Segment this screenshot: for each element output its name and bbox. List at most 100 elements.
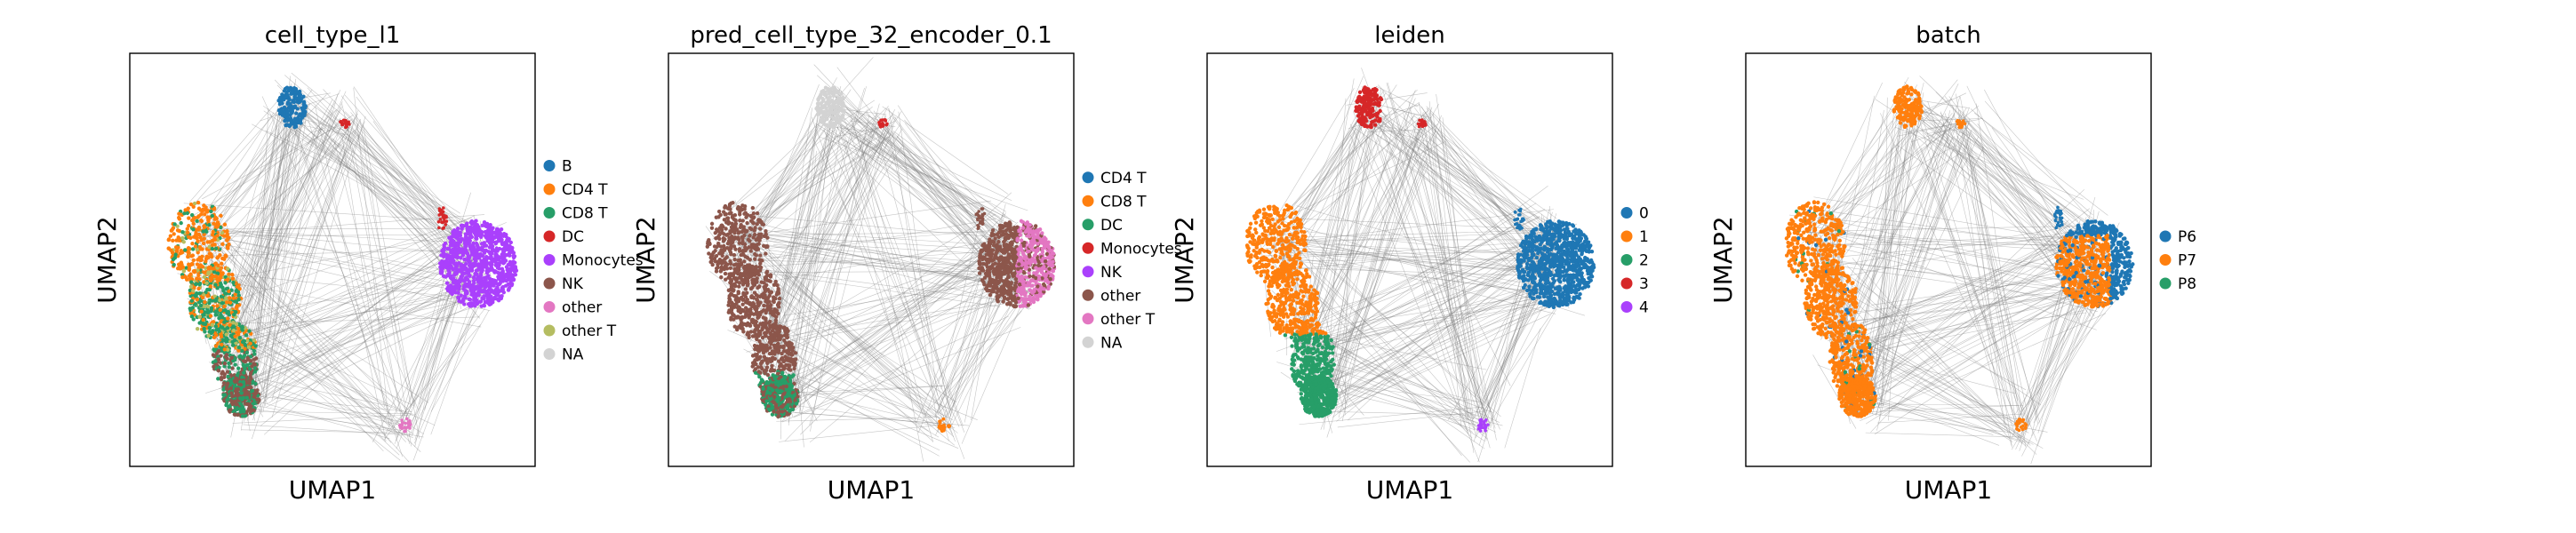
edge [372, 121, 453, 237]
edge [227, 225, 263, 413]
cell-point [758, 235, 763, 240]
edge [206, 229, 471, 243]
cell-point [489, 254, 493, 259]
cell-point [191, 221, 196, 227]
cell-point [212, 243, 217, 247]
cell-point [993, 236, 997, 241]
edge [333, 139, 411, 444]
cell-point [440, 262, 444, 266]
edge [188, 115, 354, 219]
edge [315, 106, 387, 442]
cell-point [785, 412, 789, 417]
cell-point [734, 302, 739, 306]
cell-point [255, 397, 260, 402]
edge [229, 115, 305, 264]
cell-point [172, 262, 176, 267]
cell-point [191, 258, 196, 263]
legend-marker [543, 348, 556, 360]
cell-point [294, 111, 299, 115]
cell-point [210, 322, 215, 327]
edge [250, 121, 365, 400]
cell-point [726, 288, 732, 293]
cell-point [180, 230, 185, 235]
cell-point [202, 270, 206, 274]
edge [337, 142, 492, 237]
edge [202, 240, 492, 298]
cell-point [777, 296, 782, 301]
cell-point [773, 333, 778, 338]
cell-point [196, 273, 201, 278]
cell-point [464, 282, 468, 288]
edge [301, 115, 466, 279]
cell-point [740, 219, 745, 223]
cell-point [212, 217, 217, 221]
edge [288, 114, 398, 438]
cell-point [186, 230, 190, 235]
cell-point [199, 219, 204, 224]
cell-point [764, 251, 768, 256]
cell-point [453, 250, 458, 255]
legend-marker [543, 207, 556, 219]
cell-point [446, 284, 452, 289]
cell-point [222, 222, 228, 227]
cell-point [495, 282, 500, 286]
edge [249, 123, 359, 384]
cell-point [730, 306, 734, 311]
cell-point [755, 357, 760, 362]
cell-point [205, 304, 211, 309]
cell-point [737, 281, 742, 285]
cell-point [772, 410, 776, 414]
cell-point [460, 236, 465, 242]
cell-point [179, 220, 183, 226]
cell-point [289, 120, 294, 124]
edge [328, 138, 460, 236]
cell-point [781, 344, 786, 349]
edge [430, 310, 490, 412]
cell-point [454, 255, 460, 259]
cell-point [775, 371, 780, 376]
edge [198, 249, 473, 257]
cell-point [226, 374, 230, 379]
cell-point [206, 270, 211, 275]
cell-point [462, 294, 468, 298]
cell-point [189, 314, 195, 319]
cell-point [180, 262, 184, 266]
cell-point [226, 246, 230, 251]
cell-point [504, 233, 508, 237]
cell-point [493, 252, 498, 258]
cell-point [244, 395, 250, 401]
cell-point [234, 394, 239, 398]
cell-point [236, 330, 241, 335]
cell-point [491, 226, 495, 230]
cell-point [780, 378, 785, 383]
edge [232, 338, 407, 415]
cell-point [252, 370, 258, 374]
cell-point [740, 279, 746, 283]
cell-point [293, 86, 298, 91]
cell-point [226, 277, 230, 282]
cell-point [742, 233, 747, 238]
edge [236, 231, 472, 278]
cell-point [230, 394, 235, 399]
edge [212, 130, 356, 257]
cell-point [218, 225, 223, 230]
cell-point [507, 287, 511, 291]
cell-point [207, 326, 212, 330]
cell-point [227, 409, 232, 413]
cell-point [487, 266, 492, 272]
cell-point [755, 309, 759, 314]
cell-point [229, 355, 234, 361]
edge [263, 118, 361, 389]
cell-point [706, 241, 710, 246]
cell-point [764, 244, 769, 250]
cell-point [489, 243, 493, 248]
cell-point [719, 265, 724, 269]
cell-point [748, 239, 752, 243]
cell-point [198, 303, 204, 308]
cell-point [750, 205, 756, 211]
cell-point [168, 234, 173, 238]
cell-point [497, 263, 501, 267]
cell-point [507, 238, 511, 243]
cell-point [485, 297, 491, 302]
cell-point [761, 350, 766, 355]
